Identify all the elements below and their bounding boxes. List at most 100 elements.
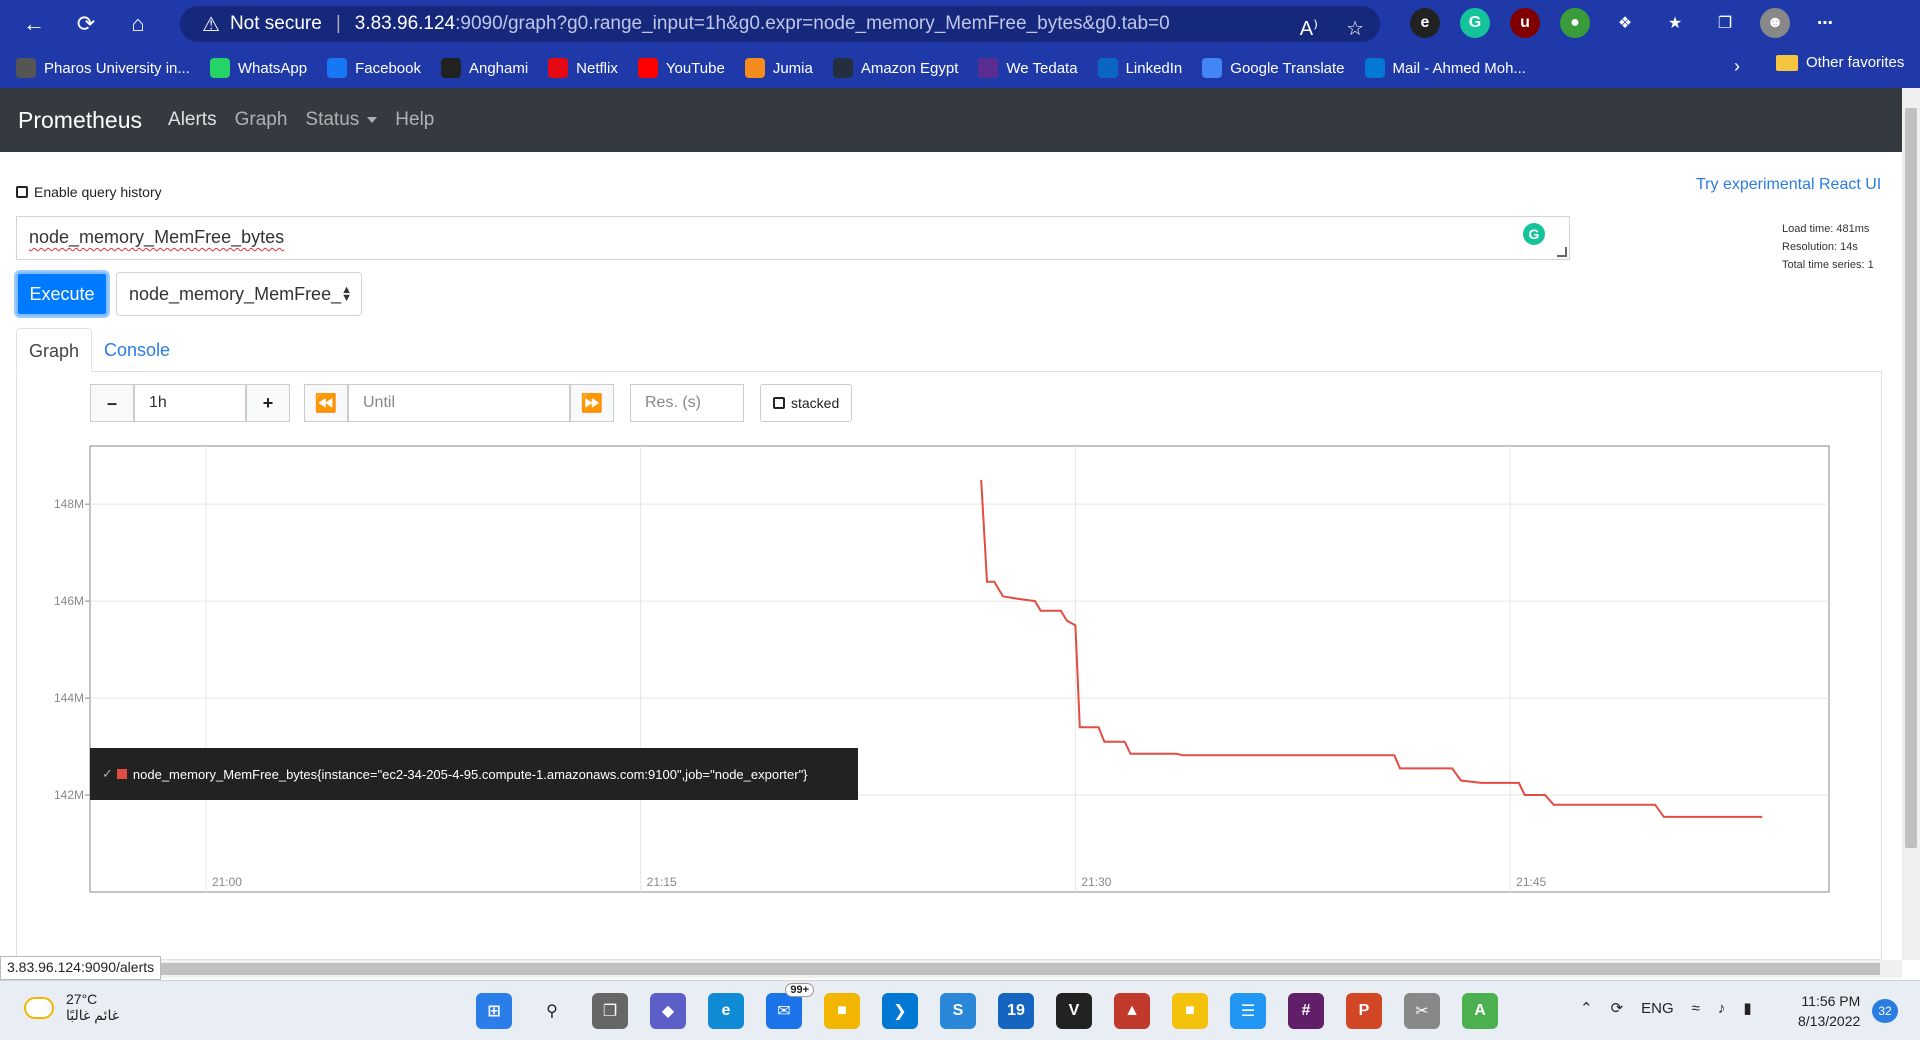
x-tick-label: 21:45 bbox=[1516, 875, 1546, 889]
grammarly-icon[interactable]: G bbox=[1523, 223, 1545, 245]
extensions-puzzle-icon[interactable]: ❖ bbox=[1617, 15, 1633, 32]
bookmark-4[interactable]: Netflix bbox=[548, 58, 618, 78]
notifications-badge[interactable]: 32 bbox=[1872, 999, 1898, 1023]
bookmark-8[interactable]: We Tedata bbox=[978, 58, 1078, 78]
nav-status[interactable]: Status bbox=[305, 109, 378, 131]
resize-handle-icon[interactable] bbox=[1557, 247, 1567, 257]
notepad-icon[interactable]: ☰ bbox=[1230, 993, 1266, 1029]
bookmark-0[interactable]: Pharos University in... bbox=[16, 58, 190, 78]
vertical-scroll-thumb[interactable] bbox=[1905, 108, 1917, 848]
ublock-icon[interactable]: u bbox=[1510, 8, 1540, 38]
other-favorites[interactable]: Other favorites bbox=[1776, 54, 1904, 71]
edge-browser-icon[interactable]: e bbox=[708, 993, 744, 1029]
nav-help[interactable]: Help bbox=[395, 109, 435, 130]
range-input[interactable]: 1h bbox=[134, 384, 246, 422]
address-bar[interactable]: ⚠ Not secure | 3.83.96.124 :9090/graph?g… bbox=[180, 6, 1380, 42]
favorites-icon[interactable]: ★ bbox=[1667, 15, 1683, 32]
horizontal-scroll-thumb[interactable] bbox=[130, 963, 1880, 975]
skype-icon[interactable]: S bbox=[940, 993, 976, 1029]
legend-series-label[interactable]: node_memory_MemFree_bytes{instance="ec2-… bbox=[132, 766, 808, 782]
calendar-icon[interactable]: 19 bbox=[998, 993, 1034, 1029]
bookmarks-overflow-icon[interactable]: › bbox=[1734, 56, 1740, 76]
powerpoint-icon[interactable]: P bbox=[1346, 993, 1382, 1029]
profile-avatar-icon[interactable]: ☻ bbox=[1760, 8, 1790, 38]
resolution-input[interactable]: Res. (s) bbox=[630, 384, 744, 422]
not-secure-label[interactable]: Not secure bbox=[229, 13, 322, 34]
sync-icon[interactable]: ⟳ bbox=[1610, 1000, 1624, 1017]
bookmark-5[interactable]: YouTube bbox=[637, 58, 725, 78]
task-view-icon[interactable]: ❐ bbox=[592, 993, 628, 1029]
prometheus-navbar: Prometheus Alerts Graph Status Help bbox=[0, 88, 1902, 152]
rewind-icon[interactable]: ⏪ bbox=[304, 384, 348, 422]
collections-icon[interactable]: ❐ bbox=[1717, 15, 1733, 32]
tab-console[interactable]: Console bbox=[104, 340, 171, 360]
file-explorer-icon[interactable]: ■ bbox=[824, 993, 860, 1029]
translator-app-icon[interactable]: A bbox=[1462, 993, 1498, 1029]
stacked-checkbox bbox=[773, 397, 785, 409]
query-history-checkbox[interactable] bbox=[16, 186, 28, 198]
horizontal-scrollbar[interactable] bbox=[0, 960, 1902, 978]
app-v-icon[interactable]: V bbox=[1056, 993, 1092, 1029]
bookmark-10[interactable]: Google Translate bbox=[1202, 58, 1345, 78]
mail-icon[interactable]: ✉ 99+ bbox=[766, 983, 814, 1029]
bookmark-2[interactable]: Facebook bbox=[327, 58, 421, 78]
youtube-icon bbox=[637, 58, 658, 78]
vscode-icon[interactable]: ❯ bbox=[882, 993, 918, 1029]
bookmark-label: Anghami bbox=[468, 59, 529, 77]
decrease-range-button[interactable]: – bbox=[90, 384, 134, 422]
clock[interactable]: 11:56 PM 8/13/2022 bbox=[1798, 991, 1860, 1031]
query-history-toggle[interactable]: Enable query history bbox=[16, 184, 162, 200]
home-icon[interactable]: ⌂ bbox=[131, 11, 145, 36]
graph-tab-panel bbox=[16, 372, 1882, 960]
bookmark-label: Netflix bbox=[576, 59, 618, 77]
prometheus-brand[interactable]: Prometheus bbox=[18, 106, 143, 133]
search-icon[interactable]: ⚲ bbox=[546, 1003, 558, 1020]
windows-taskbar: 27°C غائم غالبًا ⊞ ⚲ ❐ ◆ e ✉ 99+ ■ ❯ S 19… bbox=[0, 980, 1920, 1040]
grammarly-icon[interactable]: G bbox=[1460, 8, 1490, 38]
extensions-toolbar: e G u ● ❖ ★ ❐ ☻ ⋯ bbox=[1410, 8, 1840, 38]
refresh-icon[interactable]: ⟳ bbox=[76, 11, 96, 36]
facebook-icon bbox=[327, 58, 348, 78]
bookmark-6[interactable]: Jumia bbox=[744, 58, 813, 78]
tab-graph[interactable]: Graph bbox=[16, 328, 93, 372]
read-aloud-icon[interactable]: A⁾ bbox=[1299, 18, 1319, 40]
game-launcher-icon[interactable]: ▲ bbox=[1114, 993, 1150, 1029]
bookmark-11[interactable]: Mail - Ahmed Moh... bbox=[1364, 58, 1526, 78]
execute-button[interactable]: Execute bbox=[16, 272, 108, 316]
edge-extension-icon[interactable]: e bbox=[1410, 8, 1440, 38]
url-path: :9090/graph?g0.range_input=1h&g0.expr=no… bbox=[455, 13, 1170, 34]
slack-icon[interactable]: # bbox=[1288, 993, 1324, 1029]
tray-overflow-icon[interactable]: ⌃ bbox=[1580, 1000, 1593, 1017]
start-icon[interactable]: ⊞ bbox=[476, 993, 512, 1029]
bookmark-7[interactable]: Amazon Egypt bbox=[832, 58, 958, 78]
metric-select[interactable]: node_memory_MemFree_ ▲ ▼ bbox=[116, 272, 362, 316]
weather-widget[interactable]: 27°C غائم غالبًا bbox=[24, 991, 119, 1024]
nav-alerts[interactable]: Alerts bbox=[168, 109, 217, 130]
nav-graph[interactable]: Graph bbox=[234, 109, 288, 130]
until-input[interactable]: Until bbox=[348, 384, 570, 422]
sticky-notes-icon[interactable]: ■ bbox=[1172, 993, 1208, 1029]
linkedin-icon bbox=[1097, 58, 1118, 78]
react-ui-link[interactable]: Try experimental React UI bbox=[1696, 176, 1882, 193]
more-menu-icon[interactable]: ⋯ bbox=[1817, 15, 1833, 32]
fast-forward-icon[interactable]: ⏩ bbox=[570, 384, 614, 422]
clock-time: 11:56 PM bbox=[1801, 993, 1861, 1009]
wifi-icon[interactable]: ≈ bbox=[1691, 999, 1700, 1017]
stacked-toggle-button[interactable]: stacked bbox=[760, 384, 853, 422]
bookmark-9[interactable]: LinkedIn bbox=[1097, 58, 1182, 78]
volume-icon[interactable]: ♪ bbox=[1717, 999, 1726, 1017]
increase-range-button[interactable]: + bbox=[246, 384, 290, 422]
y-tick-label: 148M bbox=[54, 497, 84, 511]
battery-icon[interactable]: ▮ bbox=[1743, 1000, 1752, 1017]
bookmark-1[interactable]: WhatsApp bbox=[209, 58, 307, 78]
extension-globe-icon[interactable]: ● bbox=[1560, 8, 1590, 38]
load-time: Load time: 481ms bbox=[1782, 223, 1870, 235]
vertical-scrollbar[interactable] bbox=[1902, 88, 1920, 960]
back-arrow-icon[interactable]: ← bbox=[23, 11, 45, 36]
expression-input[interactable]: node_memory_MemFree_bytes G bbox=[16, 216, 1570, 260]
snipping-tool-icon[interactable]: ✂ bbox=[1404, 993, 1440, 1029]
bookmark-3[interactable]: Anghami bbox=[440, 58, 529, 78]
add-favorite-icon[interactable]: ☆ bbox=[1346, 18, 1364, 40]
teams-chat-icon[interactable]: ◆ bbox=[650, 993, 686, 1029]
language-indicator[interactable]: ENG bbox=[1641, 999, 1674, 1017]
